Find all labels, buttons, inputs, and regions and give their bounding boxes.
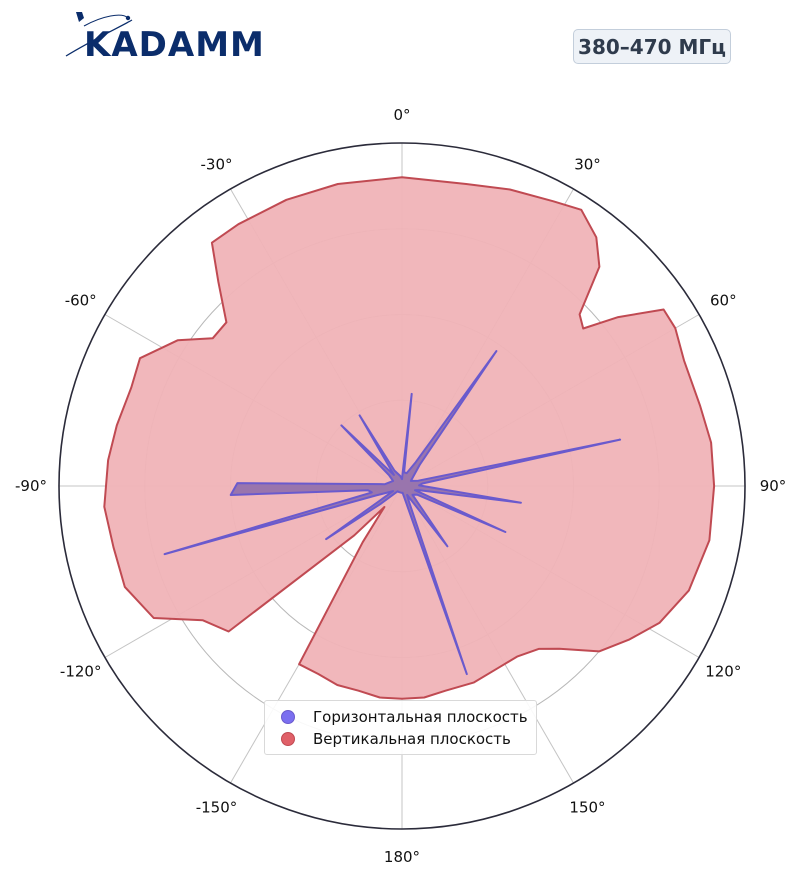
series-layer [103, 176, 716, 700]
angle-tick-label-10: -60° [65, 292, 97, 310]
series-0-pattern [163, 350, 622, 676]
angle-tick-label-3: 90° [760, 477, 787, 495]
frequency-badge: 380–470 МГц [573, 29, 731, 64]
series-1-pattern [103, 176, 716, 700]
angle-tick-label-5: 150° [569, 798, 605, 816]
angle-tick-label-8: -120° [60, 663, 102, 681]
angle-tick-label-9: -90° [15, 477, 47, 495]
angle-tick-label-6: 180° [384, 848, 420, 866]
logo-text: KADAMM [84, 25, 265, 64]
angle-tick-label-2: 60° [710, 292, 737, 310]
logo-dot [125, 15, 131, 21]
logo-swoosh [65, 19, 133, 57]
legend: Горизонтальная плоскость Вертикальная пл… [264, 700, 537, 755]
legend-label-vertical: Вертикальная плоскость [313, 730, 511, 748]
angle-tick-label-4: 120° [705, 663, 741, 681]
legend-label-horizontal: Горизонтальная плоскость [313, 708, 528, 726]
angle-tick-label-1: 30° [574, 156, 601, 174]
legend-marker-horizontal [281, 710, 295, 724]
kadamm-logo: KADAMM [65, 12, 265, 64]
legend-item-horizontal: Горизонтальная плоскость [281, 706, 536, 728]
angle-tick-label-11: -30° [201, 156, 233, 174]
legend-item-vertical: Вертикальная плоскость [281, 728, 536, 750]
polar-outer-ring [58, 142, 746, 830]
angle-tick-label-0: 0° [393, 106, 410, 124]
logo-flame [76, 12, 84, 22]
logo-orbit [83, 14, 129, 27]
angle-tick-label-7: -150° [196, 798, 238, 816]
legend-marker-vertical [281, 732, 295, 746]
angle-tick-labels: 0° 30° 60° 90° 120° 150° 180° -150° -120° -90° -60… [15, 106, 786, 866]
